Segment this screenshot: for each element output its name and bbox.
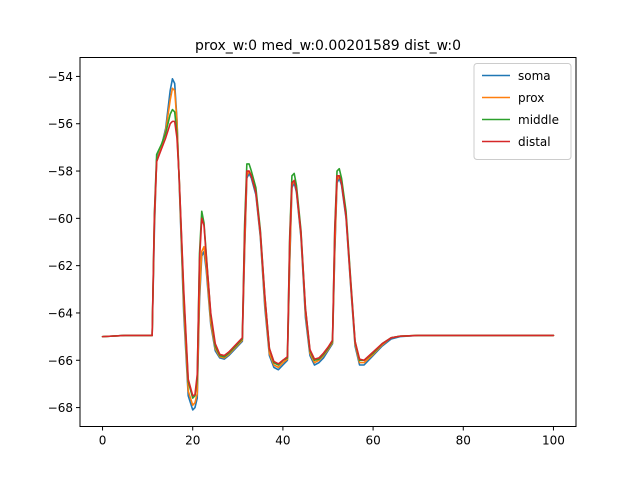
y-tick-label: −68 xyxy=(48,401,73,415)
legend-box xyxy=(473,63,572,160)
y-tick-label: −64 xyxy=(48,306,73,320)
legend-label-middle: middle xyxy=(518,113,559,127)
plot-area xyxy=(79,57,577,427)
series-line-distal xyxy=(101,120,555,397)
y-tick-label: −66 xyxy=(48,354,73,368)
y-tick-label: −60 xyxy=(48,212,73,226)
y-tick-label: −54 xyxy=(48,70,73,84)
x-tick-label: 40 xyxy=(275,434,290,448)
y-axis: −68 −66 −64 −62 −60 −58 −56 −54 xyxy=(48,70,80,415)
y-tick-label: −58 xyxy=(48,165,73,179)
legend-label-soma: soma xyxy=(518,69,551,83)
x-tick-label: 0 xyxy=(99,434,107,448)
chart-title: prox_w:0 med_w:0.00201589 dist_w:0 xyxy=(195,38,461,54)
x-tick-label: 20 xyxy=(185,434,200,448)
x-tick-label: 80 xyxy=(456,434,471,448)
legend: soma prox middle distal xyxy=(473,63,572,160)
y-tick-label: −56 xyxy=(48,117,73,131)
x-tick-label: 100 xyxy=(542,434,565,448)
legend-label-distal: distal xyxy=(518,135,551,149)
series-lines xyxy=(101,77,555,411)
x-axis: 0 20 40 60 80 100 xyxy=(99,426,565,448)
x-tick-label: 60 xyxy=(365,434,380,448)
legend-label-prox: prox xyxy=(518,91,544,105)
y-tick-label: −62 xyxy=(48,259,73,273)
plot-frame xyxy=(79,57,577,427)
